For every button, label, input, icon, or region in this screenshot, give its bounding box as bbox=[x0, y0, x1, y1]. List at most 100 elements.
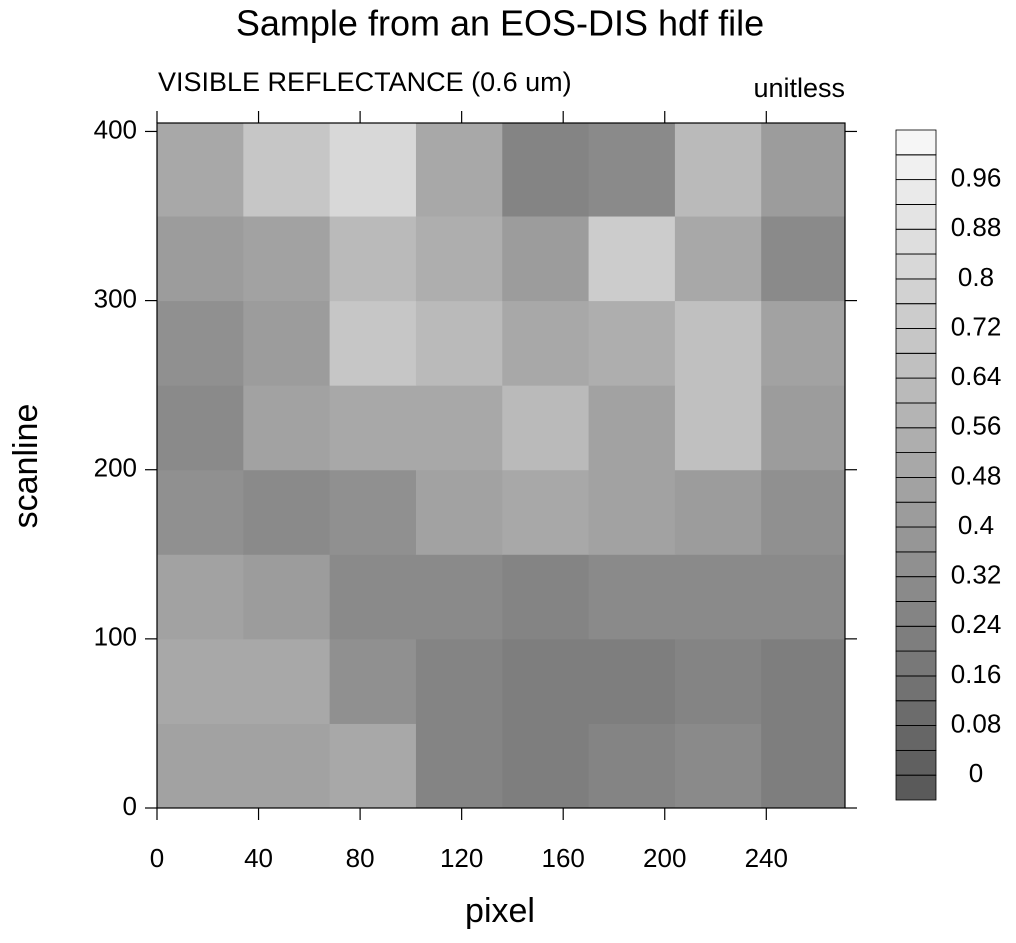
heatmap-cell bbox=[761, 385, 846, 471]
y-tick-label: 300 bbox=[94, 283, 137, 313]
x-tick-label: 0 bbox=[150, 843, 164, 873]
heatmap-cell bbox=[588, 554, 676, 640]
y-tick-label: 0 bbox=[123, 791, 137, 821]
colorbar-box bbox=[895, 328, 937, 354]
chart-title: Sample from an EOS-DIS hdf file bbox=[236, 3, 764, 44]
heatmap-cell bbox=[329, 300, 417, 386]
heatmap-cell bbox=[502, 216, 590, 302]
heatmap-cell bbox=[415, 469, 503, 555]
heatmap-cell bbox=[415, 723, 503, 809]
heatmap-cell bbox=[329, 554, 417, 640]
colorbar-box bbox=[895, 427, 937, 453]
heatmap-cell bbox=[415, 300, 503, 386]
colorbar-box bbox=[895, 650, 937, 677]
colorbar-label: 0.72 bbox=[951, 311, 1002, 341]
heatmap-cell bbox=[761, 216, 846, 302]
heatmap-cell bbox=[415, 638, 503, 724]
y-axis-label: scanline bbox=[7, 404, 45, 529]
heatmap-cell bbox=[415, 554, 503, 640]
heatmap-cell bbox=[157, 300, 244, 386]
colorbar-box bbox=[895, 204, 937, 230]
heatmap-cell bbox=[674, 216, 762, 302]
heatmap-cell bbox=[157, 554, 244, 640]
colorbar-box bbox=[895, 526, 937, 553]
colorbar-box bbox=[895, 551, 937, 578]
heatmap-cell bbox=[329, 469, 417, 555]
plot-frame bbox=[156, 122, 846, 809]
heatmap-cell bbox=[243, 385, 331, 471]
colorbar-box bbox=[895, 278, 937, 305]
colorbar-box bbox=[895, 576, 937, 602]
colorbar-box bbox=[895, 477, 937, 503]
heatmap-cell bbox=[329, 723, 417, 809]
colorbar-box bbox=[895, 749, 937, 776]
colorbar-label: 0.24 bbox=[951, 609, 1002, 639]
colorbar-box bbox=[895, 625, 937, 652]
heatmap-cell bbox=[674, 300, 762, 386]
heatmap-cell bbox=[588, 385, 676, 471]
heatmap-cell bbox=[502, 554, 590, 640]
colorbar-label: 0.96 bbox=[951, 163, 1002, 193]
x-tick-label: 160 bbox=[542, 843, 585, 873]
x-tick-label: 80 bbox=[346, 843, 375, 873]
colorbar-box bbox=[895, 129, 937, 156]
heatmap-cell bbox=[329, 385, 417, 471]
x-tick-label: 120 bbox=[440, 843, 483, 873]
heatmap-cell bbox=[674, 385, 762, 471]
colorbar-box bbox=[895, 402, 937, 429]
heatmap-cell bbox=[588, 723, 676, 809]
units: unitless bbox=[753, 73, 845, 103]
colorbar-label: 0.88 bbox=[951, 212, 1002, 242]
colorbar-box bbox=[895, 253, 937, 280]
colorbar-label: 0.32 bbox=[951, 560, 1002, 590]
heatmap-cell bbox=[415, 123, 503, 217]
heatmap-cell bbox=[761, 638, 846, 724]
x-axis-label: pixel bbox=[465, 892, 535, 930]
heatmap-cell bbox=[415, 385, 503, 471]
heatmap-cell bbox=[674, 469, 762, 555]
colorbar-label: 0.64 bbox=[951, 361, 1002, 391]
colorbar-box bbox=[895, 774, 937, 801]
heatmap-cell bbox=[243, 216, 331, 302]
x-tick-label: 40 bbox=[244, 843, 273, 873]
heatmap-cell bbox=[588, 300, 676, 386]
colorbar-label: 0.16 bbox=[951, 659, 1002, 689]
heatmap-cell bbox=[674, 638, 762, 724]
heatmap-cell bbox=[243, 469, 331, 555]
heatmap-cell bbox=[674, 554, 762, 640]
heatmap-cell bbox=[761, 123, 846, 217]
heatmap-cell bbox=[502, 300, 590, 386]
heatmap-cell bbox=[329, 123, 417, 217]
heatmap-cell bbox=[761, 554, 846, 640]
heatmap-cell bbox=[157, 469, 244, 555]
colorbar-label: 0.8 bbox=[958, 262, 994, 292]
heatmap-cell bbox=[157, 723, 244, 809]
heatmap-cell bbox=[502, 469, 590, 555]
colorbar-label: 0 bbox=[969, 758, 983, 788]
heatmap-cell bbox=[415, 216, 503, 302]
heatmap-cell bbox=[157, 216, 244, 302]
colorbar-box bbox=[895, 700, 937, 726]
y-tick-label: 200 bbox=[94, 453, 137, 483]
colorbar-box bbox=[895, 675, 937, 702]
heatmap-cell bbox=[243, 123, 331, 217]
colorbar-box bbox=[895, 501, 937, 528]
heatmap-cell bbox=[588, 638, 676, 724]
colorbar-box bbox=[895, 377, 937, 404]
x-tick-label: 200 bbox=[643, 843, 686, 873]
heatmap-cell bbox=[243, 638, 331, 724]
colorbar-box bbox=[895, 228, 937, 255]
colorbar-label: 0.08 bbox=[951, 708, 1002, 738]
colorbar-label: 0.56 bbox=[951, 411, 1002, 441]
heatmap-cell bbox=[502, 123, 590, 217]
x-tick-label: 240 bbox=[745, 843, 788, 873]
colorbar-label: 0.4 bbox=[958, 510, 994, 540]
heatmap-cell bbox=[157, 638, 244, 724]
heatmap-cell bbox=[243, 554, 331, 640]
heatmap-cell bbox=[588, 469, 676, 555]
colorbar-box bbox=[895, 303, 937, 329]
colorbar-box bbox=[895, 452, 937, 478]
heatmap-cell bbox=[761, 723, 846, 809]
heatmap-cell bbox=[588, 123, 676, 217]
